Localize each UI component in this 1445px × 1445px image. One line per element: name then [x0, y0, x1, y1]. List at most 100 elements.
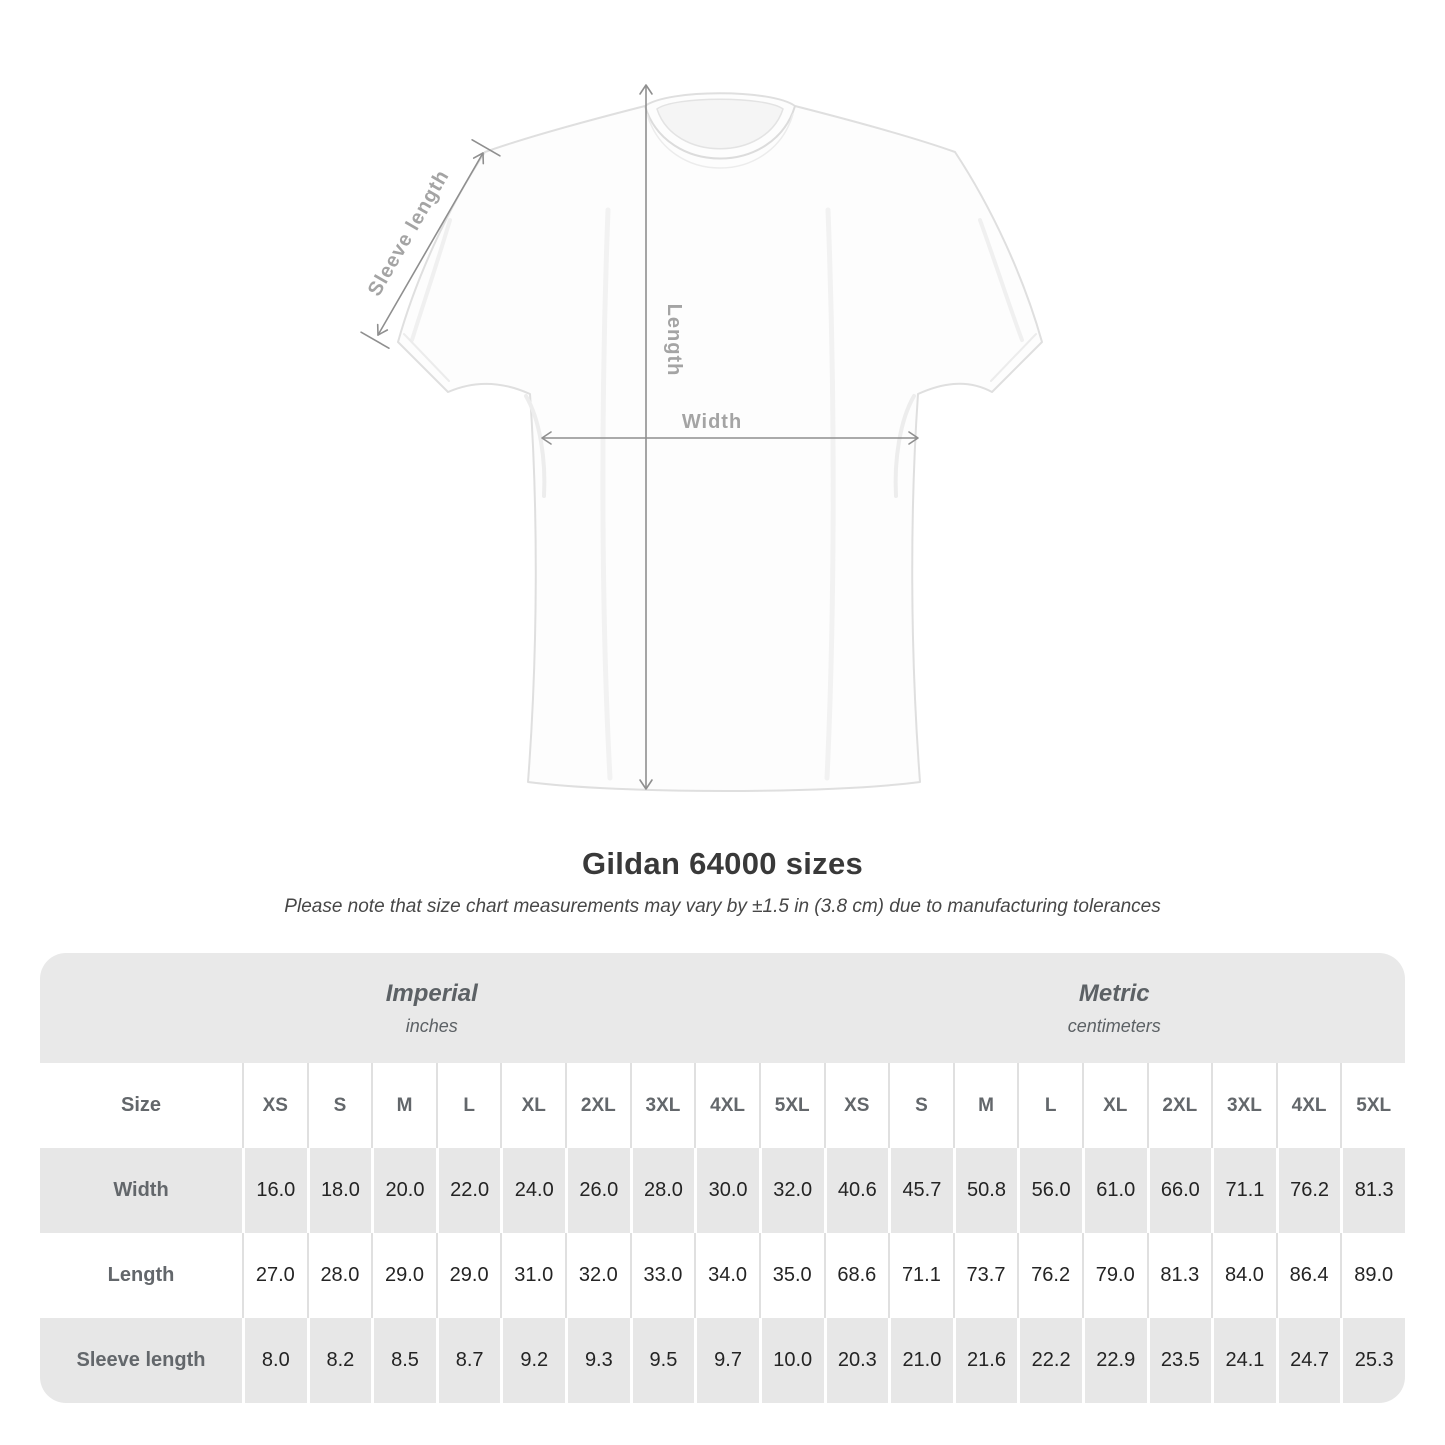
imperial-unit: inches — [405, 1015, 458, 1036]
value-cell: 45.7 — [888, 1148, 953, 1233]
value-cell: 66.0 — [1146, 1148, 1212, 1233]
value-cell: 22.2 — [1017, 1318, 1082, 1403]
value-cell: 8.7 — [435, 1318, 501, 1403]
collar — [656, 98, 784, 150]
page-subtitle: Please note that size chart measurements… — [284, 896, 1161, 917]
value-cell: 21.6 — [952, 1318, 1018, 1403]
size-col-header: L — [1017, 1063, 1082, 1148]
sleeve-length-arrow — [360, 139, 501, 350]
table-row-length: Length 27.0 28.0 29.0 29.0 31.0 32.0 33.… — [40, 1233, 1405, 1318]
size-col-header: L — [435, 1063, 501, 1148]
value-cell: 22.0 — [435, 1148, 501, 1233]
value-cell: 40.6 — [823, 1148, 889, 1233]
value-cell: 9.2 — [500, 1318, 565, 1403]
size-col-header: XS — [823, 1063, 889, 1148]
size-col-header: 4XL — [1275, 1063, 1341, 1148]
value-cell: 32.0 — [565, 1233, 630, 1318]
value-cell: 73.7 — [952, 1233, 1018, 1318]
value-cell: 84.0 — [1211, 1233, 1276, 1318]
value-cell: 32.0 — [758, 1148, 824, 1233]
size-col-header: 2XL — [1146, 1063, 1212, 1148]
value-cell: 89.0 — [1340, 1233, 1405, 1318]
value-cell: 35.0 — [758, 1233, 824, 1318]
value-cell: 28.0 — [629, 1148, 695, 1233]
size-col-header: XS — [242, 1063, 307, 1148]
value-cell: 24.0 — [500, 1148, 565, 1233]
imperial-name: Imperial — [385, 979, 478, 1007]
value-cell: 9.3 — [565, 1318, 630, 1403]
value-cell: 71.1 — [888, 1233, 953, 1318]
value-cell: 50.8 — [952, 1148, 1018, 1233]
value-cell: 79.0 — [1081, 1233, 1147, 1318]
value-cell: 21.0 — [888, 1318, 953, 1403]
size-col-header: M — [952, 1063, 1018, 1148]
value-cell: 29.0 — [435, 1233, 501, 1318]
value-cell: 68.6 — [823, 1233, 889, 1318]
value-cell: 9.5 — [629, 1318, 695, 1403]
value-cell: 25.3 — [1340, 1318, 1405, 1403]
value-cell: 86.4 — [1275, 1233, 1341, 1318]
value-cell: 34.0 — [694, 1233, 759, 1318]
value-cell: 31.0 — [500, 1233, 565, 1318]
size-col-header: S — [888, 1063, 953, 1148]
size-col-header: M — [371, 1063, 436, 1148]
value-cell: 20.0 — [371, 1148, 436, 1233]
value-cell: 22.9 — [1081, 1318, 1147, 1403]
value-cell: 10.0 — [758, 1318, 824, 1403]
width-label: Width — [682, 411, 742, 433]
value-cell: 61.0 — [1081, 1148, 1147, 1233]
value-cell: 81.3 — [1340, 1148, 1405, 1233]
value-cell: 81.3 — [1146, 1233, 1212, 1318]
value-cell: 33.0 — [629, 1233, 695, 1318]
value-cell: 27.0 — [242, 1233, 307, 1318]
page-title: Gildan 64000 sizes — [581, 846, 864, 881]
size-header-row: Size XS S M L XL 2XL 3XL 4XL 5XL XS S M … — [40, 1063, 1405, 1148]
size-col-header: XL — [500, 1063, 565, 1148]
size-col-header: 4XL — [694, 1063, 759, 1148]
row-label: Sleeve length — [76, 1349, 206, 1371]
tshirt-measurement-figure: Sleeve length Length Width — [330, 40, 1110, 820]
metric-unit: centimeters — [1067, 1015, 1161, 1036]
value-cell: 28.0 — [306, 1233, 372, 1318]
value-cell: 76.2 — [1275, 1148, 1341, 1233]
value-cell: 18.0 — [306, 1148, 372, 1233]
table-row-width: Width 16.0 18.0 20.0 22.0 24.0 26.0 28.0… — [40, 1148, 1405, 1233]
value-cell: 26.0 — [565, 1148, 630, 1233]
imperial-header: Imperial inches — [40, 953, 824, 1063]
metric-name: Metric — [1078, 979, 1150, 1007]
value-cell: 29.0 — [371, 1233, 436, 1318]
tshirt-image — [397, 92, 1043, 792]
value-cell: 16.0 — [242, 1148, 307, 1233]
size-chart-table: Imperial inches Metric centimeters Size … — [40, 953, 1405, 1403]
unit-header-band: Imperial inches Metric centimeters — [40, 953, 1405, 1063]
size-col-header: 5XL — [758, 1063, 824, 1148]
value-cell: 8.5 — [371, 1318, 436, 1403]
value-cell: 56.0 — [1017, 1148, 1082, 1233]
size-col-header: S — [306, 1063, 372, 1148]
size-col-header: XL — [1081, 1063, 1147, 1148]
size-header-label: Size — [120, 1094, 162, 1116]
size-col-header: 3XL — [629, 1063, 695, 1148]
length-label: Length — [663, 304, 685, 377]
size-col-header: 5XL — [1340, 1063, 1405, 1148]
value-cell: 8.2 — [306, 1318, 372, 1403]
tshirt-diagram-svg: Sleeve length Length Width — [360, 84, 1043, 792]
metric-header: Metric centimeters — [824, 953, 1406, 1063]
value-cell: 76.2 — [1017, 1233, 1082, 1318]
value-cell: 9.7 — [694, 1318, 759, 1403]
value-cell: 24.1 — [1211, 1318, 1276, 1403]
value-cell: 8.0 — [242, 1318, 307, 1403]
width-arrow — [541, 431, 919, 445]
row-label: Width — [113, 1179, 169, 1201]
table-row-sleeve-length: Sleeve length 8.0 8.2 8.5 8.7 9.2 9.3 9.… — [40, 1318, 1405, 1403]
length-arrow — [639, 84, 653, 790]
row-label: Length — [107, 1264, 175, 1286]
size-col-header: 3XL — [1211, 1063, 1276, 1148]
value-cell: 20.3 — [823, 1318, 889, 1403]
size-col-header: 2XL — [565, 1063, 630, 1148]
value-cell: 30.0 — [694, 1148, 759, 1233]
value-cell: 71.1 — [1211, 1148, 1276, 1233]
value-cell: 23.5 — [1146, 1318, 1212, 1403]
value-cell: 24.7 — [1275, 1318, 1341, 1403]
